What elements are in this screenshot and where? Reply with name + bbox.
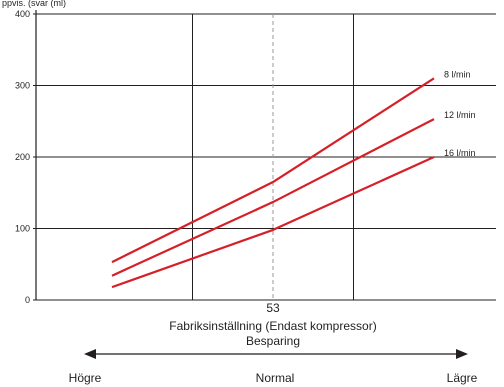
- y-tick-label: 300: [15, 81, 30, 91]
- y-tick-label: 200: [15, 152, 30, 162]
- label-lower: Lägre: [447, 371, 478, 385]
- y-tick-label: 0: [25, 295, 30, 305]
- series-line: [111, 118, 435, 277]
- series-line: [111, 77, 435, 264]
- reference-line-label: 53: [266, 301, 280, 315]
- series-line: [111, 155, 435, 289]
- arrow-left-head: [84, 349, 96, 359]
- series-label: 8 l/min: [444, 69, 471, 79]
- arrow-right-head: [456, 349, 468, 359]
- series-label: 16 l/min: [444, 148, 476, 158]
- label-higher: Högre: [69, 371, 102, 385]
- label-normal: Normal: [256, 371, 295, 385]
- factory-setting-caption: Fabriksinställning (Endast kompressor): [169, 319, 376, 333]
- y-axis-label: ppvis. (svar (ml): [2, 0, 66, 8]
- y-tick-label: 400: [15, 9, 30, 19]
- savings-caption: Besparing: [246, 334, 300, 348]
- y-tick-label: 100: [15, 224, 30, 234]
- series-label: 12 l/min: [444, 110, 476, 120]
